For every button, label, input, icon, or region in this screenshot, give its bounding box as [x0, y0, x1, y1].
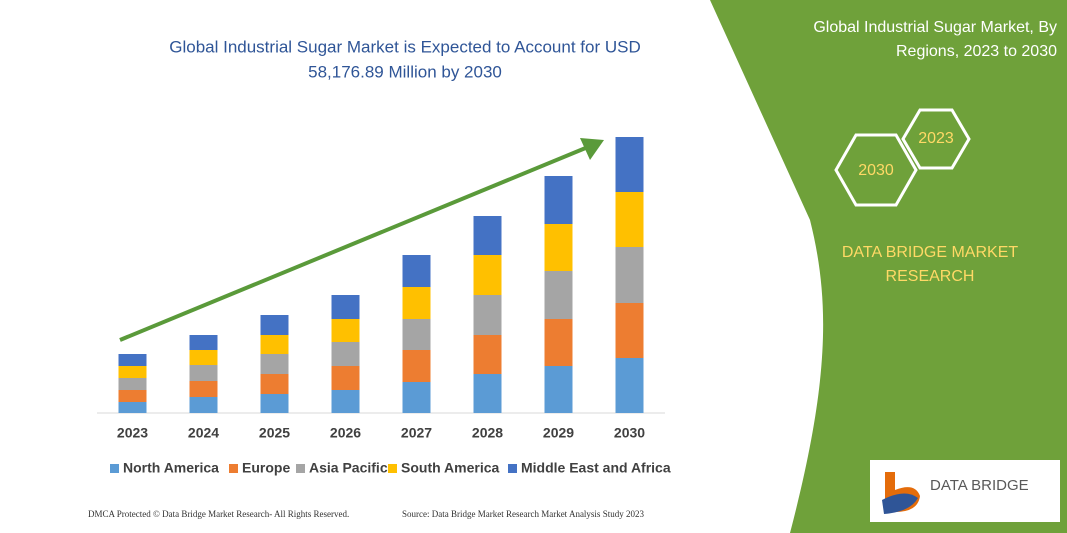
- bar-segment: [402, 350, 431, 382]
- chart-title: Global Industrial Sugar Market is Expect…: [169, 37, 641, 56]
- bar-segment: [118, 378, 147, 390]
- x-tick-label: 2028: [472, 425, 503, 441]
- hexagon-label: 2030: [858, 162, 894, 179]
- trend-arrow: [119, 145, 589, 342]
- bar-segment: [615, 358, 644, 413]
- bar-segment: [615, 247, 644, 303]
- panel-title: Global Industrial Sugar Market, By: [813, 19, 1057, 36]
- bar-segment: [473, 374, 502, 413]
- bar-segment: [189, 397, 218, 413]
- bar-segment: [402, 319, 431, 350]
- bar-segment: [331, 342, 360, 366]
- brand-text: RESEARCH: [886, 268, 975, 285]
- hexagon-label: 2023: [918, 130, 954, 147]
- bar-segment: [544, 366, 573, 413]
- bar-segment: [118, 354, 147, 366]
- logo-icon: [882, 493, 918, 514]
- hexagon: [901, 108, 971, 170]
- bar-segment: [473, 335, 502, 374]
- legend-label: North America: [123, 460, 219, 476]
- logo-text: DATA BRIDGE: [930, 477, 1029, 494]
- bar-segment: [260, 354, 289, 374]
- bar-segment: [473, 295, 502, 335]
- legend-swatch: [508, 464, 517, 473]
- bar-segment: [331, 295, 360, 319]
- bar-segment: [189, 350, 218, 365]
- hexagon: [834, 133, 918, 207]
- x-tick-label: 2027: [401, 425, 432, 441]
- bar-segment: [118, 366, 147, 378]
- bar-segment: [402, 382, 431, 413]
- legend-swatch: [110, 464, 119, 473]
- x-tick-label: 2025: [259, 425, 290, 441]
- footer-right: Source: Data Bridge Market Research Mark…: [402, 509, 644, 519]
- bar-segment: [615, 137, 644, 192]
- footer-left: DMCA Protected © Data Bridge Market Rese…: [88, 509, 349, 519]
- bar-segment: [118, 390, 147, 402]
- bar-segment: [544, 176, 573, 224]
- bar-segment: [544, 319, 573, 366]
- bar-segment: [189, 381, 218, 397]
- legend-swatch: [229, 464, 238, 473]
- bar-segment: [473, 216, 502, 255]
- bar-segment: [544, 224, 573, 271]
- panel-title: Regions, 2023 to 2030: [896, 43, 1057, 60]
- bar-segment: [189, 365, 218, 381]
- bar-segment: [615, 192, 644, 247]
- side-panel: [710, 0, 1067, 533]
- bar-segment: [260, 335, 289, 354]
- legend-label: Europe: [242, 460, 290, 476]
- bar-segment: [331, 366, 360, 390]
- bar-segment: [260, 374, 289, 394]
- chart-title: 58,176.89 Million by 2030: [308, 62, 502, 81]
- bar-segment: [615, 303, 644, 358]
- x-tick-label: 2029: [543, 425, 574, 441]
- x-tick-label: 2026: [330, 425, 361, 441]
- x-tick-label: 2023: [117, 425, 148, 441]
- bar-segment: [402, 255, 431, 287]
- arrow-head: [580, 138, 604, 160]
- legend-label: South America: [401, 460, 499, 476]
- bar-segment: [473, 255, 502, 295]
- bar-segment: [260, 315, 289, 335]
- bar-segment: [189, 335, 218, 350]
- bar-segment: [544, 271, 573, 319]
- brand-text: DATA BRIDGE MARKET: [842, 244, 1019, 261]
- legend-label: Middle East and Africa: [521, 460, 671, 476]
- legend-label: Asia Pacific: [309, 460, 388, 476]
- bar-segment: [331, 390, 360, 413]
- bar-segment: [402, 287, 431, 319]
- x-tick-label: 2024: [188, 425, 219, 441]
- legend-swatch: [296, 464, 305, 473]
- x-tick-label: 2030: [614, 425, 645, 441]
- bar-segment: [331, 319, 360, 342]
- legend-swatch: [388, 464, 397, 473]
- bar-segment: [260, 394, 289, 413]
- bar-segment: [118, 402, 147, 413]
